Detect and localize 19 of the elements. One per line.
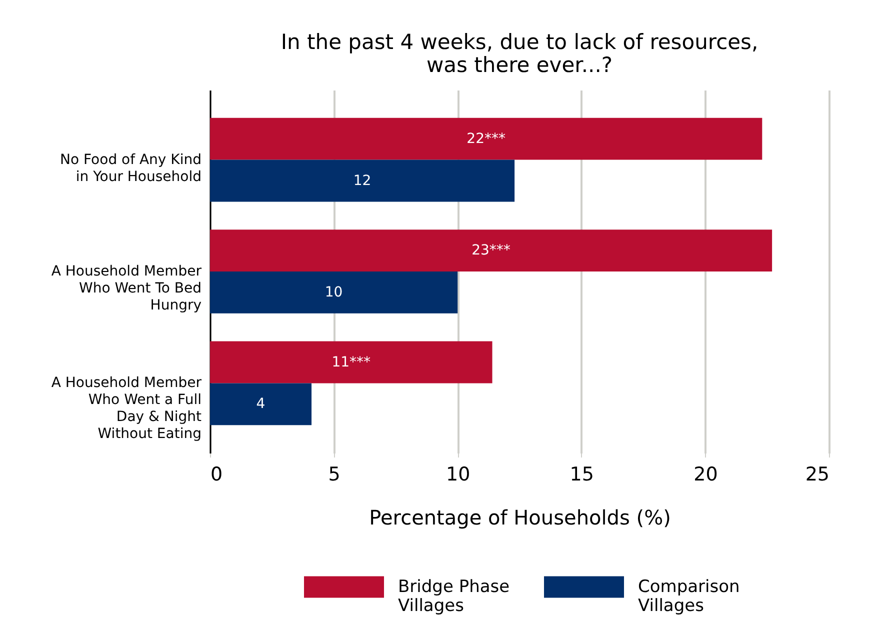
x-tick-label: 25 [805, 464, 830, 486]
data-label: 22*** [466, 130, 506, 147]
data-label: 23*** [472, 242, 510, 259]
x-axis-title: Percentage of Households (%) [369, 506, 671, 530]
data-label: 4 [256, 396, 266, 412]
legend-label: Comparison Villages [638, 577, 740, 616]
data-label: 12 [353, 172, 372, 189]
x-tick-label: 20 [694, 464, 718, 486]
data-label: 10 [324, 284, 343, 300]
y-tick-label: No Food of Any Kind in Your Household [60, 152, 202, 185]
chart-title: In the past 4 weeks, due to lack of resources, was there ever...? [280, 30, 758, 77]
x-tick-label: 15 [570, 464, 594, 486]
x-tick-label: 10 [446, 464, 470, 486]
legend-label: Bridge Phase Villages [398, 577, 510, 616]
y-tick-label: A Household Member Who Went To Bed Hungry [51, 264, 202, 314]
x-tick-label: 0 [210, 464, 223, 486]
y-tick-label: A Household Member Who Went a Full Day & Night Without Eating [51, 375, 202, 442]
x-tick-label: 5 [328, 464, 340, 486]
data-label: 11*** [332, 354, 371, 370]
